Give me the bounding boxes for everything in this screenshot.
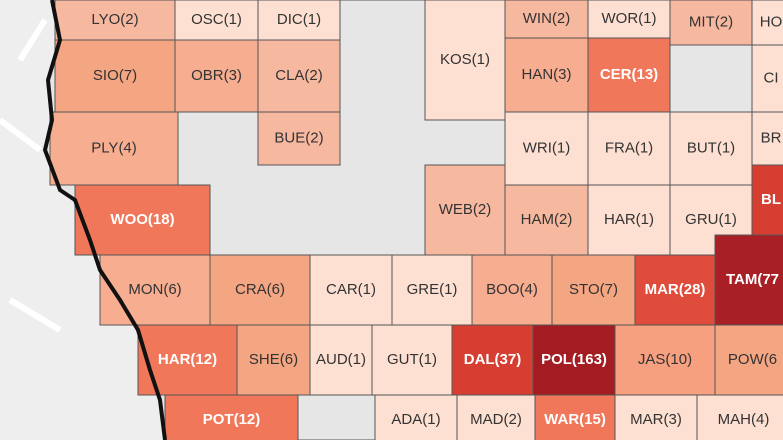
county: [587, 111, 671, 186]
county: [471, 254, 553, 326]
county-label: CLA(2): [275, 67, 323, 84]
county: [174, 39, 259, 113]
county-label: CAR(1): [326, 281, 376, 298]
county-label: BUT(1): [687, 139, 735, 156]
county-label: MON(6): [128, 281, 181, 298]
county: [614, 394, 698, 440]
county: [54, 0, 176, 41]
county-label: TAM(77: [726, 271, 779, 288]
county-label: HAR(12): [158, 351, 217, 368]
county-label: WOR(1): [602, 10, 657, 27]
county: [49, 111, 179, 186]
county-label: OSC(1): [191, 11, 242, 28]
county-label: STO(7): [569, 281, 618, 298]
county-label: ADA(1): [391, 411, 440, 428]
county-label: GRE(1): [407, 281, 458, 298]
county-label: POW(6: [728, 351, 777, 368]
road: [0, 18, 62, 333]
county-label: WRI(1): [523, 139, 571, 156]
county: [164, 394, 299, 440]
county-label: CER(13): [600, 66, 658, 83]
county: [424, 164, 506, 256]
county: [587, 37, 671, 113]
county-label: MAH(4): [718, 411, 770, 428]
county-label: BOO(4): [486, 281, 538, 298]
county: [257, 39, 341, 113]
county-label: SHE(6): [249, 351, 298, 368]
county: [696, 394, 783, 440]
county-label: WOO(18): [110, 211, 174, 228]
county: [236, 324, 311, 396]
county-label: CI: [764, 69, 779, 86]
county-label: BR: [761, 129, 782, 146]
county-label: HAM(2): [521, 211, 573, 228]
county: [534, 394, 616, 440]
county: [391, 254, 473, 326]
county-label: BUE(2): [274, 129, 323, 146]
county: [751, 0, 783, 46]
county: [99, 254, 211, 326]
county-label: JAS(10): [638, 351, 692, 368]
county-label: POT(12): [203, 411, 261, 428]
county-label: DIC(1): [277, 11, 321, 28]
county: [551, 254, 636, 326]
counties: LYO(2) OSC(1) DIC(1) KOS(1) WIN(2) WOR(1) MIT(…: [49, 0, 783, 440]
county: [587, 0, 671, 39]
county-label: POL(163): [541, 351, 607, 368]
county-label: OBR(3): [191, 67, 242, 84]
county: [751, 111, 783, 166]
county: [74, 184, 211, 256]
county: [54, 39, 176, 113]
county-label: MAD(2): [470, 411, 522, 428]
county-label: PLY(4): [91, 139, 137, 156]
county-label: GRU(1): [685, 211, 737, 228]
county-label: LYO(2): [91, 11, 138, 28]
county-label: WAR(15): [544, 411, 606, 428]
river-border: [42, 0, 167, 440]
county-label: WEB(2): [439, 201, 492, 218]
county-label: FRA(1): [605, 139, 653, 156]
county-label: BL: [761, 191, 781, 208]
county: [257, 0, 341, 41]
county: [614, 324, 716, 396]
county-label: KOS(1): [440, 51, 490, 68]
county: [504, 37, 589, 113]
county-label: WIN(2): [523, 10, 571, 27]
county: [456, 394, 536, 440]
county-label: MAR(3): [630, 411, 682, 428]
county-label: GUT(1): [387, 351, 437, 368]
county: [309, 254, 393, 326]
county-label: DAL(37): [464, 351, 522, 368]
county-label: CRA(6): [235, 281, 285, 298]
county-label: MAR(28): [645, 281, 706, 298]
county-label: SIO(7): [93, 67, 137, 84]
county: [374, 394, 458, 440]
county-label: HAR(1): [604, 211, 654, 228]
county: [209, 254, 311, 326]
county: [451, 324, 534, 396]
county-label: HAN(3): [521, 66, 571, 83]
county-label: AUD(1): [316, 351, 366, 368]
county-label: MIT(2): [689, 13, 733, 30]
county: [751, 44, 783, 113]
county-label: HO: [760, 13, 783, 30]
county: [634, 254, 716, 326]
county: [714, 234, 783, 326]
county: [669, 111, 753, 186]
county: [257, 111, 341, 166]
county: [371, 324, 453, 396]
